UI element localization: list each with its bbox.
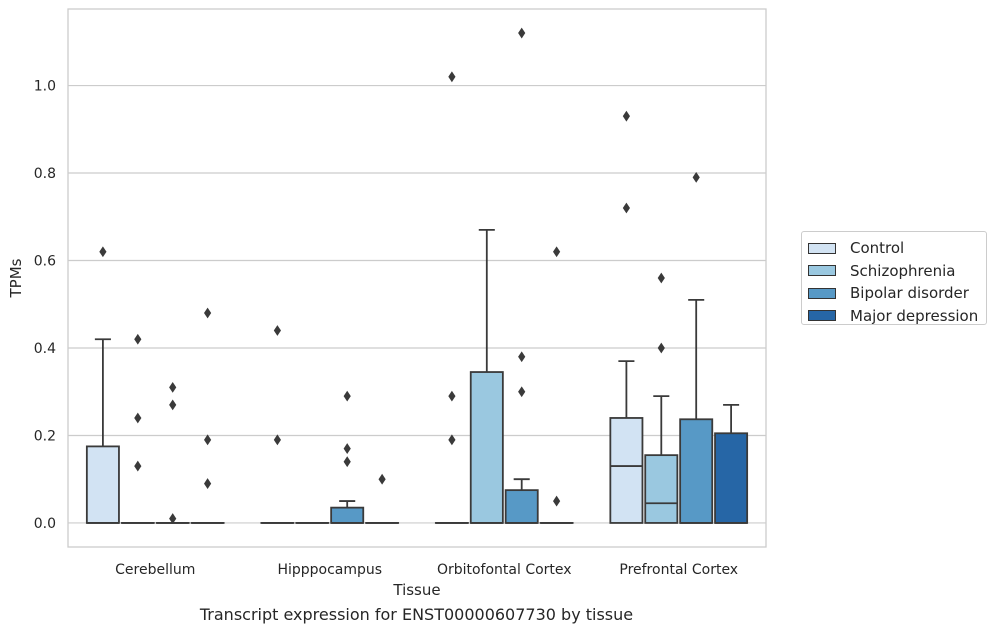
box-bipolar-disorder <box>679 171 714 524</box>
box-major-depression <box>714 403 749 524</box>
y-tick-label: 0.2 <box>34 428 56 444</box>
legend-swatch <box>808 242 836 254</box>
box <box>714 432 749 524</box>
box-control <box>85 246 120 524</box>
y-tick-label: 0.8 <box>34 166 56 182</box>
outlier-point <box>204 478 212 489</box>
y-tick-label: 0.6 <box>34 254 56 270</box>
outlier-point <box>343 390 351 402</box>
y-axis-label: TPMs <box>7 258 25 298</box>
outlier-point <box>169 381 177 393</box>
outlier-point <box>273 434 281 446</box>
outlier-point <box>518 27 526 39</box>
legend-item: Control <box>808 237 980 260</box>
box-control <box>434 71 469 524</box>
box-schizophrenia <box>644 272 679 524</box>
outlier-point <box>518 386 526 398</box>
box <box>330 506 365 524</box>
x-tick-label: Prefrontal Cortex <box>619 562 738 578</box>
x-tick-label: Hipppocampus <box>277 562 382 578</box>
box <box>644 454 679 524</box>
legend: Control Schizophrenia Bipolar disorder Majo… <box>801 231 987 325</box>
box <box>504 489 539 524</box>
box <box>85 445 120 524</box>
box-major-depression <box>190 307 225 524</box>
legend-item: Bipolar disorder <box>808 282 980 305</box>
x-tick-label: Cerebellum <box>115 562 195 578</box>
outlier-point <box>273 325 281 336</box>
outlier-point <box>657 272 665 284</box>
outlier-point <box>99 246 107 258</box>
box-major-depression <box>539 246 574 524</box>
outlier-point <box>553 495 561 507</box>
outlier-point <box>204 434 212 446</box>
outlier-point <box>448 434 456 446</box>
outlier-point <box>657 342 665 354</box>
outlier-point <box>134 460 142 472</box>
box-bipolar-disorder <box>155 381 190 524</box>
legend-label: Bipolar disorder <box>850 284 969 303</box>
box-control <box>260 325 295 524</box>
box-bipolar-disorder <box>330 390 365 524</box>
y-tick-label: 0.4 <box>34 341 56 357</box>
legend-item: Major depression <box>808 305 980 328</box>
outlier-point <box>343 443 351 454</box>
box-schizophrenia <box>120 333 155 524</box>
box-schizophrenia <box>469 228 504 524</box>
legend-label: Control <box>850 239 905 258</box>
outlier-point <box>169 513 177 524</box>
y-tick-label: 0.0 <box>34 516 56 532</box>
outlier-point <box>553 246 561 258</box>
x-tick-labels: Cerebellum Hipppocampus Orbitofontal Corte… <box>115 562 738 578</box>
y-tick-labels: 0.0 0.2 0.4 0.6 0.8 1.0 <box>34 79 56 532</box>
box-major-depression <box>365 473 400 524</box>
outlier-point <box>134 412 142 424</box>
box-bipolar-disorder <box>504 27 539 524</box>
box <box>609 417 644 524</box>
legend-swatch <box>808 310 836 322</box>
outlier-point <box>448 390 456 402</box>
outlier-point <box>622 202 630 214</box>
outlier-point <box>378 473 386 485</box>
legend-swatch <box>808 287 836 299</box>
box <box>679 418 714 524</box>
x-axis-label: Tissue <box>392 581 440 599</box>
box <box>469 371 504 524</box>
legend-label: Major depression <box>850 306 979 325</box>
outlier-point <box>343 456 351 468</box>
plot-frame <box>67 8 767 548</box>
outlier-point <box>692 171 700 183</box>
outlier-point <box>169 399 177 411</box>
outlier-point <box>622 110 630 122</box>
x-tick-label: Orbitofontal Cortex <box>437 562 572 578</box>
legend-swatch <box>808 265 836 277</box>
outlier-point <box>448 71 456 83</box>
chart-caption: Transcript expression for ENST0000060773… <box>199 605 634 624</box>
outlier-point <box>204 307 212 319</box>
outlier-point <box>518 351 526 363</box>
y-tick-label: 1.0 <box>34 79 56 95</box>
legend-label: Schizophrenia <box>850 261 956 280</box>
outlier-point <box>134 333 142 345</box>
boxes <box>85 27 749 524</box>
box-control <box>609 110 644 524</box>
legend-item: Schizophrenia <box>808 260 980 283</box>
